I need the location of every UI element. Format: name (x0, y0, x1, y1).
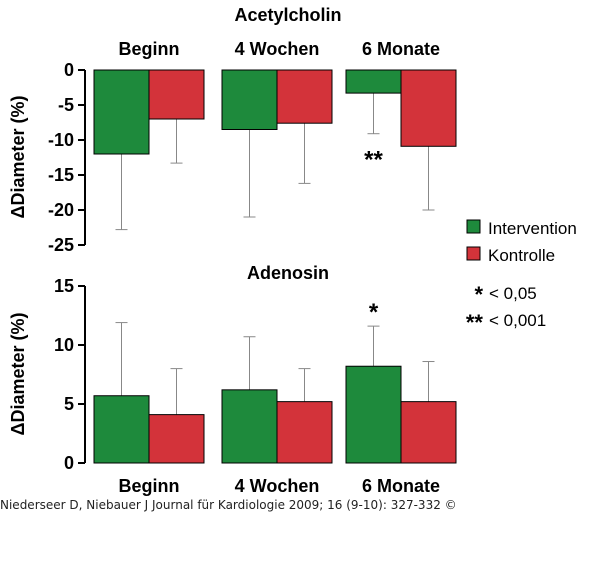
acetylcholin-chart: Acetylcholin ΔDiameter (%) 0 -5 -10 -15 -20 -… (8, 5, 457, 255)
bar-kontrolle (276, 69, 333, 124)
category-label: 6 Monate (362, 476, 440, 496)
significance-label: < 0,05 (489, 284, 537, 303)
category-label: 4 Wochen (235, 39, 320, 59)
y-tick-label: 0 (64, 453, 74, 473)
bar-kontrolle (148, 414, 205, 464)
bar-kontrolle (148, 69, 205, 120)
y-tick-label: -15 (48, 165, 74, 185)
bar-kontrolle (276, 401, 333, 464)
y-tick-label: 5 (64, 394, 74, 414)
citation: Niederseer D, Niebauer J Journal für Kar… (0, 498, 457, 512)
bar-kontrolle (400, 69, 457, 147)
chart-title: Acetylcholin (234, 5, 341, 25)
legend-label-intervention: Intervention (488, 219, 577, 238)
category-label: 6 Monate (362, 39, 440, 59)
bar-intervention (93, 395, 150, 464)
bar-intervention (221, 69, 278, 130)
category-label: 4 Wochen (235, 476, 320, 496)
significance-label: < 0,001 (489, 311, 546, 330)
legend-swatch-kontrolle (466, 246, 481, 261)
legend: Intervention Kontrolle (466, 219, 577, 265)
bar-intervention (221, 389, 278, 464)
bar-kontrolle (400, 401, 457, 464)
significance-key: * < 0,05 ** < 0,001 (466, 282, 546, 335)
y-tick-label: -25 (48, 235, 74, 255)
category-label: Beginn (119, 476, 180, 496)
significance-marker: * (369, 299, 379, 326)
bar-intervention (93, 69, 150, 155)
legend-swatch-intervention (466, 219, 481, 234)
y-axis-label: ΔDiameter (%) (8, 313, 28, 436)
chart-title: Adenosin (247, 263, 329, 283)
y-tick-label: 10 (54, 335, 74, 355)
y-tick-label: -20 (48, 200, 74, 220)
y-tick-label: -10 (48, 130, 74, 150)
category-label: Beginn (119, 39, 180, 59)
adenosin-chart: Adenosin ΔDiameter (%) 0 5 10 15 Beginn 4 Wo… (8, 263, 457, 496)
significance-symbol: ** (466, 310, 484, 335)
bar-intervention (345, 69, 402, 94)
bar-intervention (345, 365, 402, 464)
y-tick-label: -5 (58, 95, 74, 115)
y-axis-label: ΔDiameter (%) (8, 96, 28, 219)
y-tick-label: 15 (54, 276, 74, 296)
significance-marker: ** (364, 147, 383, 174)
legend-label-kontrolle: Kontrolle (488, 246, 555, 265)
y-tick-label: 0 (64, 60, 74, 80)
significance-symbol: * (474, 282, 483, 307)
